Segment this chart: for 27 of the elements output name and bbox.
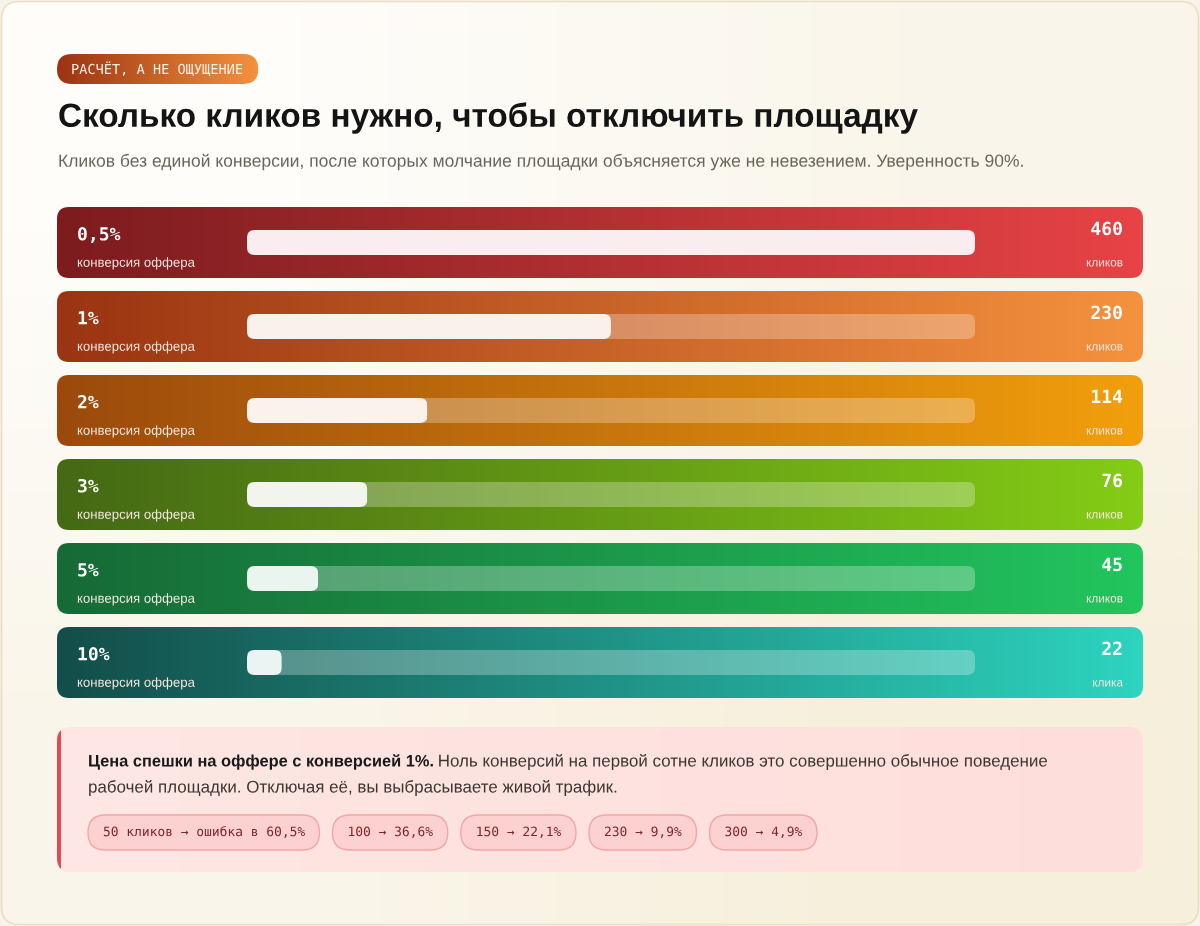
text: 100 → 36,6%	[349, 826, 433, 838]
text: РАСЧЁТ, А НЕ ОЩУЩЕНИЕ	[72, 61, 243, 77]
text: кликов	[1086, 428, 1123, 435]
data-label: 45	[1102, 557, 1122, 572]
data-label: 460	[1091, 221, 1122, 236]
text: 230 → 9,9%	[604, 826, 682, 838]
text: клика	[1093, 680, 1123, 687]
text: Цена спешки на оффере с конверсией 1%.	[89, 754, 433, 770]
data-label: 22	[1102, 641, 1122, 655]
chart-title: Сколько кликов нужно, чтобы отключить площадку	[59, 102, 918, 134]
data-label: 76	[1102, 473, 1123, 488]
chart-subtitle: Кликов без единой конверсии, после которых молчание площадки объясняется уже не невезением. Уверенность 90%.	[59, 153, 1023, 171]
category-label: 2% конверсия оффера	[77, 394, 195, 438]
category-label: 5% конверсия оффера	[77, 563, 195, 606]
text: кликов	[1086, 512, 1123, 519]
text: 150 → 22,1%	[477, 826, 562, 838]
category-label: 3% конверсия оффера	[77, 478, 195, 522]
text: 300 → 4,9%	[725, 826, 803, 838]
category-label: 0,5% конверсия оффера	[77, 226, 195, 270]
text: кликов	[1086, 260, 1123, 267]
data-label: 230	[1091, 305, 1122, 320]
text: 50 кликов → ошибка в 60,5%	[103, 826, 305, 838]
category-label: 1% конверсия оффера	[77, 311, 195, 354]
text: кликов	[1086, 596, 1123, 603]
category-label: 10% конверсия оффера	[77, 646, 195, 690]
text: кликов	[1086, 344, 1123, 351]
data-label: 114	[1092, 389, 1123, 403]
